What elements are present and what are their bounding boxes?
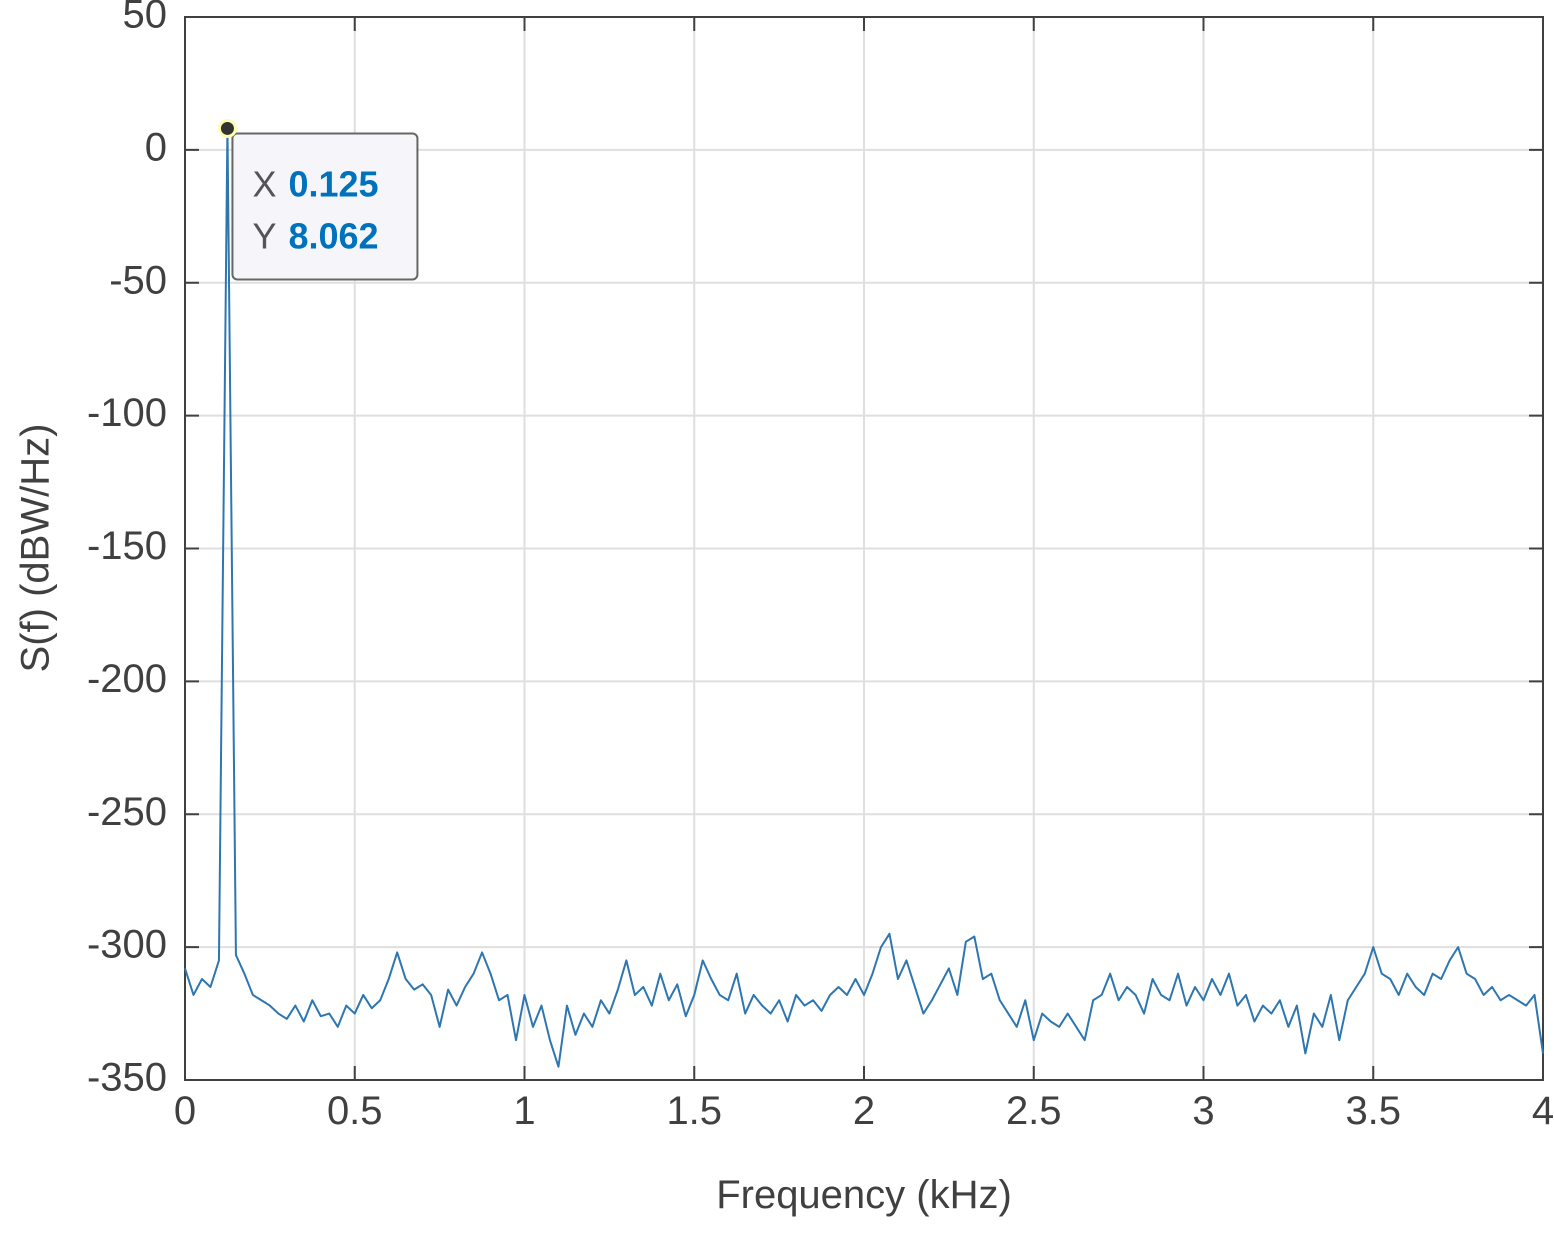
x-tick-label: 0: [174, 1089, 196, 1133]
y-tick-label: -200: [87, 657, 167, 701]
axes-box: [184, 16, 1544, 1081]
x-tick-label: 1: [513, 1089, 535, 1133]
y-tick-label: -100: [87, 391, 167, 435]
y-tick-label: -150: [87, 524, 167, 568]
datatip-y: Y 8.062: [252, 215, 378, 256]
y-axis-label: S(f) (dBW/Hz): [14, 424, 58, 673]
x-tick-label: 2.5: [1006, 1089, 1062, 1133]
y-tick-label: 50: [123, 0, 168, 37]
datatip-x-label: X: [252, 163, 276, 204]
y-tick-label: 0: [145, 125, 167, 169]
x-tick-label: 1.5: [666, 1089, 722, 1133]
data-line: [184, 127, 1544, 1068]
datatip-x: X 0.125: [252, 163, 378, 204]
y-tick-label: -250: [87, 790, 167, 834]
datatip-x-value: 0.125: [288, 163, 378, 204]
x-tick-label: 2: [853, 1089, 875, 1133]
x-tick-label: 4: [1532, 1089, 1554, 1133]
datatip-box: [231, 132, 419, 281]
datatip: X 0.125 Y 8.062: [217, 118, 419, 281]
x-tick-label: 3: [1192, 1089, 1214, 1133]
x-axis-label: Frequency (kHz): [716, 1173, 1012, 1217]
datatip-marker: [217, 118, 237, 138]
datatip-y-label: Y: [252, 215, 276, 256]
x-tick-label: 0.5: [327, 1089, 383, 1133]
datatip-y-value: 8.062: [288, 215, 378, 256]
y-tick-label: -350: [87, 1056, 167, 1100]
y-tick-label: -50: [109, 258, 167, 302]
y-tick-label: -300: [87, 923, 167, 967]
x-tick-label: 3.5: [1345, 1089, 1401, 1133]
